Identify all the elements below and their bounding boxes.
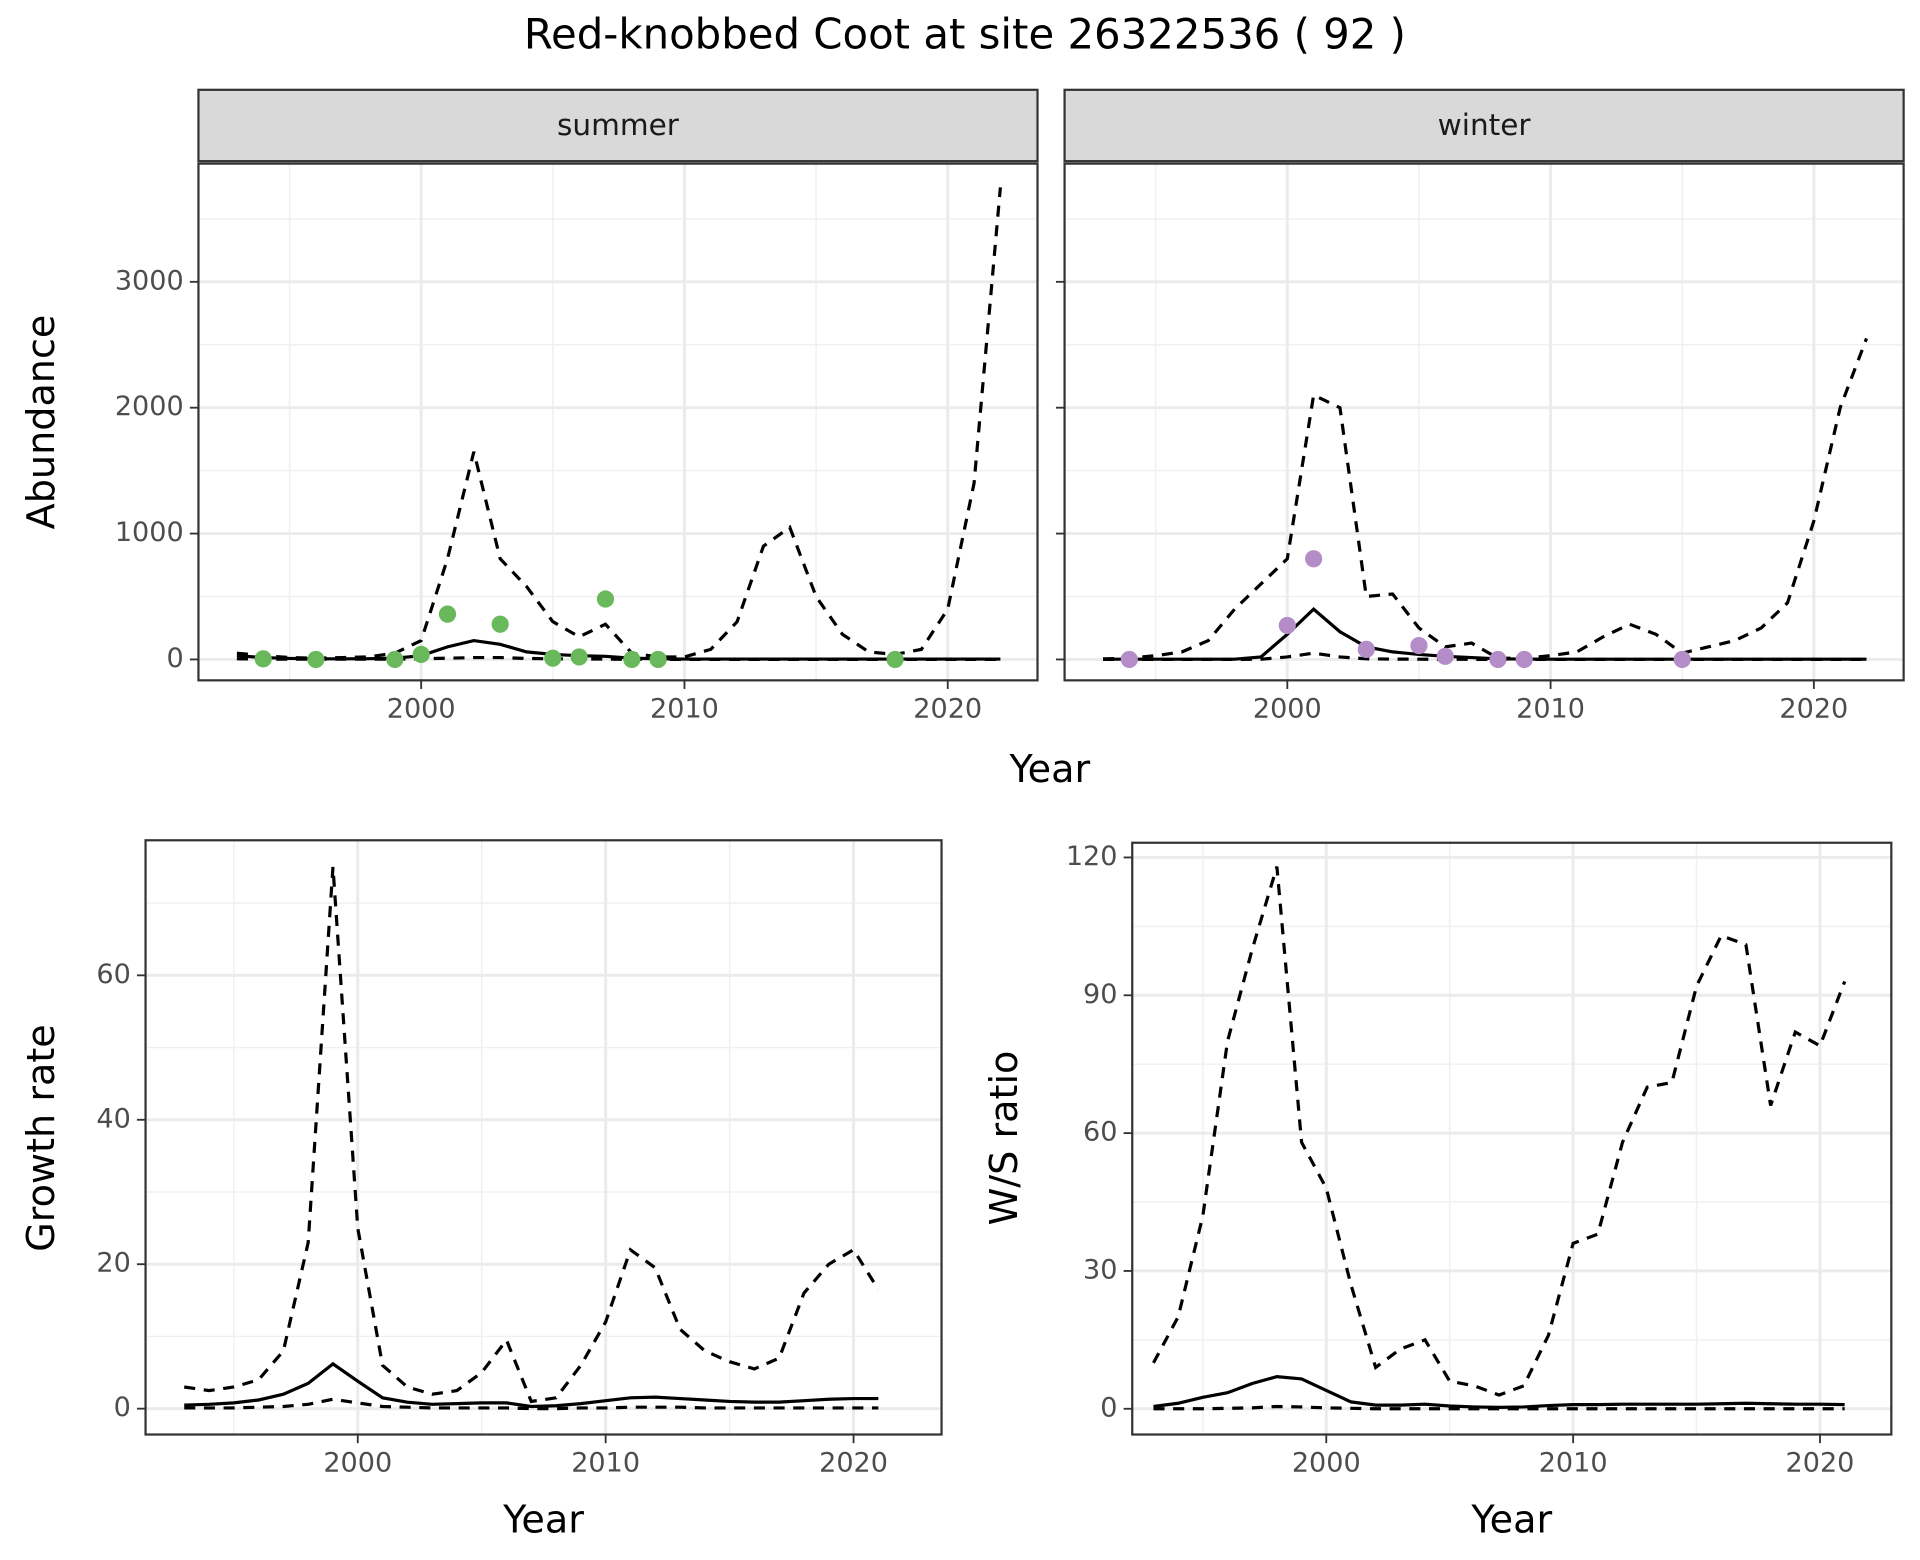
observation-point (886, 650, 904, 669)
x-tick-label: 2020 (1779, 693, 1848, 724)
y-tick-label: 2000 (115, 391, 184, 422)
observation-point (570, 648, 588, 666)
series-line (183, 866, 880, 1404)
panel-background (1064, 163, 1904, 681)
panel-border (144, 839, 943, 1436)
x-tick-label: 2020 (1786, 1448, 1855, 1479)
observation-point (596, 590, 615, 608)
x-tick-label: 2010 (1516, 693, 1585, 724)
panel-border (1063, 162, 1905, 682)
observation-point (438, 605, 457, 623)
observation-point (491, 615, 509, 633)
series-line (236, 655, 1001, 662)
x-tick-label: 2020 (819, 1448, 888, 1479)
panel-background (198, 163, 1038, 681)
y-tick-label: 60 (96, 959, 130, 990)
y-tick-label: 90 (1083, 979, 1117, 1010)
series-line (184, 1397, 879, 1411)
panel-border (197, 162, 1039, 682)
series-line (1153, 1404, 1845, 1411)
observation-point (1436, 647, 1454, 665)
observation-point (1278, 616, 1296, 635)
facet-strip (1063, 88, 1905, 163)
x-axis-label: Year (502, 1497, 584, 1541)
observation-point (307, 650, 325, 669)
y-tick-label: 40 (96, 1103, 130, 1134)
x-tick-label: 2010 (650, 693, 719, 724)
panel-background (145, 840, 942, 1435)
x-tick-label: 2000 (1253, 693, 1322, 724)
figure-title: Red-knobbed Coot at site 26322536 ( 92 ) (524, 9, 1406, 58)
x-tick-label: 2010 (1539, 1448, 1608, 1479)
series-line (236, 187, 1002, 660)
x-tick-label: 2000 (387, 693, 456, 724)
observation-point (1305, 550, 1323, 568)
x-tick-label: 2020 (913, 693, 982, 724)
observation-point (254, 650, 272, 668)
observation-point (1515, 650, 1533, 669)
observation-point (412, 645, 430, 664)
panel-border (1131, 841, 1893, 1436)
y-tick-label: 0 (166, 643, 183, 674)
observation-point (1410, 636, 1428, 655)
y-axis-label: W/S ratio (982, 1051, 1026, 1226)
observation-point (1357, 640, 1375, 658)
y-tick-label: 120 (1066, 841, 1118, 872)
facet-strip-label: winter (1438, 108, 1532, 142)
y-axis-label: Growth rate (19, 1024, 63, 1252)
observation-point (544, 649, 562, 667)
y-tick-label: 30 (1083, 1254, 1117, 1285)
facet-strip (197, 88, 1039, 163)
x-axis-label: Year (1470, 1497, 1552, 1541)
observation-point (623, 650, 641, 669)
y-tick-label: 3000 (115, 265, 184, 296)
y-tick-label: 20 (96, 1248, 130, 1279)
observation-point (1120, 650, 1138, 669)
y-axis-label: Abundance (19, 315, 63, 530)
y-tick-label: 1000 (115, 517, 184, 548)
panel-background (1132, 842, 1892, 1435)
series-line (1152, 866, 1847, 1397)
observation-point (386, 650, 404, 669)
facet-strip-label: summer (557, 108, 680, 142)
x-axis-label: Year (1008, 747, 1090, 791)
y-tick-label: 60 (1083, 1117, 1117, 1148)
observation-point (1489, 650, 1507, 669)
x-tick-label: 2000 (323, 1448, 392, 1479)
y-tick-label: 0 (1100, 1392, 1117, 1423)
series-line (184, 1361, 879, 1409)
series-line (1102, 337, 1869, 661)
x-tick-label: 2010 (571, 1448, 640, 1479)
x-tick-label: 2000 (1292, 1448, 1361, 1479)
y-tick-label: 0 (114, 1392, 131, 1423)
series-line (1103, 651, 1867, 662)
observation-point (1673, 650, 1691, 669)
observation-point (649, 650, 667, 669)
